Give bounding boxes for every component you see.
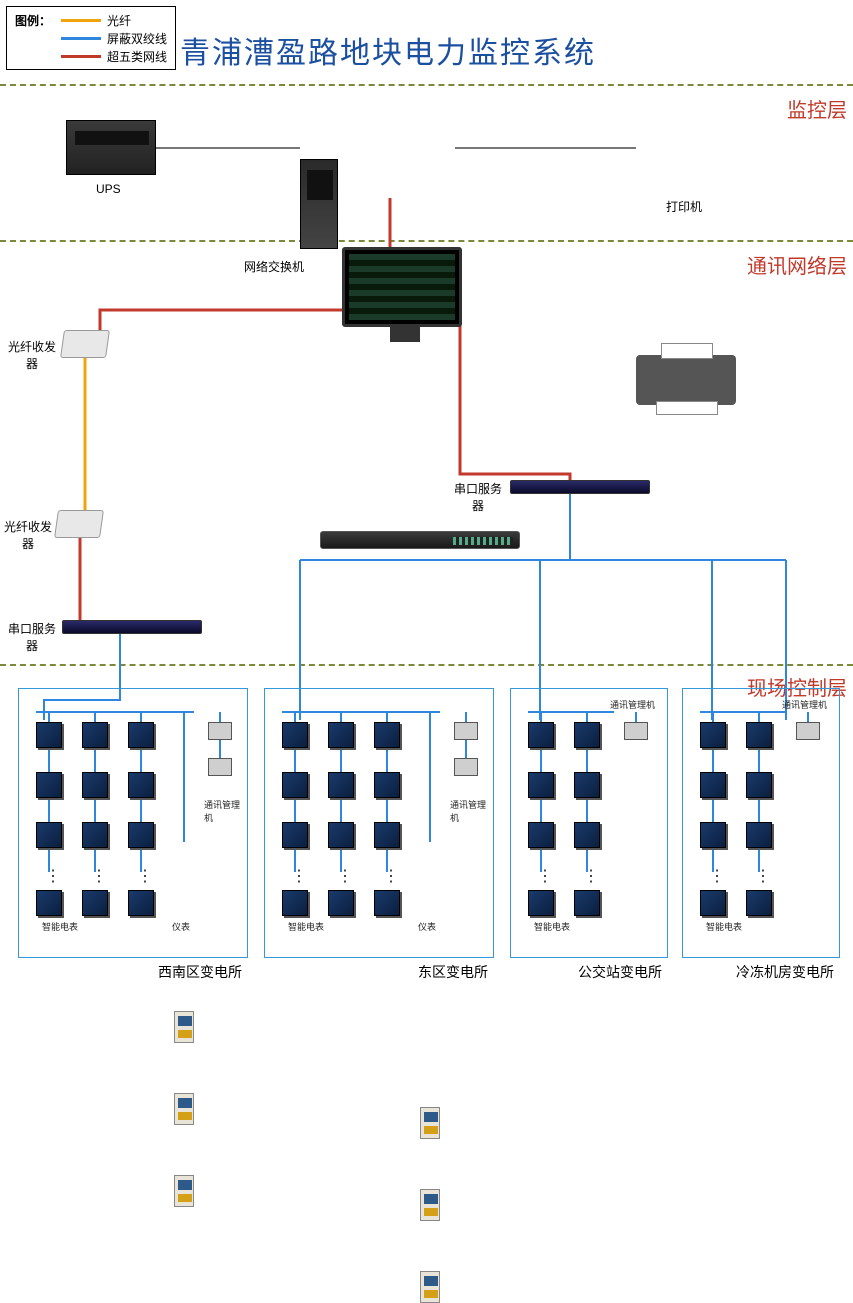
- comm-manager: [624, 722, 648, 740]
- legend-item-2: 超五类网线: [107, 48, 167, 65]
- pc-monitor: [342, 247, 462, 327]
- diagram-title: 青浦漕盈路地块电力监控系统: [180, 28, 596, 72]
- meter: [128, 722, 154, 748]
- meter: [528, 890, 554, 916]
- serial-server-left: [62, 620, 202, 634]
- panel-label: 仪表: [418, 920, 436, 933]
- network-switch: [320, 531, 520, 549]
- meter: [36, 890, 62, 916]
- legend-line-1: [61, 37, 101, 40]
- fiber-converter-2: [54, 510, 104, 538]
- instrument-panel: [174, 1093, 194, 1125]
- legend-box: 图例： 光纤 图例： 屏蔽双绞线 图例： 超五类网线: [6, 6, 176, 70]
- meter-label: 智能电表: [534, 920, 570, 933]
- legend-line-0: [61, 19, 101, 22]
- printer-device: [636, 355, 736, 405]
- meter-label: 智能电表: [288, 920, 324, 933]
- meter: [328, 822, 354, 848]
- serial-server-right: [510, 480, 650, 494]
- instrument-panel: [420, 1271, 440, 1303]
- meter: [36, 822, 62, 848]
- substation-label-0: 西南区变电所: [158, 962, 242, 982]
- meter: [82, 890, 108, 916]
- meter: [746, 772, 772, 798]
- legend-item-1: 屏蔽双绞线: [107, 30, 167, 47]
- meter: [128, 822, 154, 848]
- meter: [282, 890, 308, 916]
- serial-server-left-label: 串口服务器: [4, 620, 60, 654]
- divider-2: [0, 240, 853, 242]
- ctrl-label: 通讯管理机: [610, 698, 655, 711]
- meter: [36, 772, 62, 798]
- printer-label: 打印机: [666, 198, 702, 215]
- meter: [128, 772, 154, 798]
- layer-monitor-label: 监控层: [787, 94, 847, 123]
- comm-manager: [208, 758, 232, 776]
- switch-label: 网络交换机: [244, 258, 304, 275]
- meter: [128, 890, 154, 916]
- instrument-panel: [420, 1189, 440, 1221]
- meter: [82, 772, 108, 798]
- divider-3: [0, 664, 853, 666]
- meter: [374, 722, 400, 748]
- legend-line-2: [61, 55, 101, 58]
- meter: [82, 722, 108, 748]
- comm-manager: [454, 722, 478, 740]
- meter-label: 智能电表: [706, 920, 742, 933]
- legend-header: 图例：: [15, 12, 51, 29]
- meter: [282, 822, 308, 848]
- meter: [36, 722, 62, 748]
- divider-1: [0, 84, 853, 86]
- meter: [528, 772, 554, 798]
- meter: [528, 822, 554, 848]
- meter: [700, 890, 726, 916]
- comm-manager: [796, 722, 820, 740]
- pc-tower: [300, 159, 338, 249]
- comm-manager: [208, 722, 232, 740]
- meter-label: 智能电表: [42, 920, 78, 933]
- meter: [700, 772, 726, 798]
- meter: [574, 890, 600, 916]
- substation-label-2: 公交站变电所: [578, 962, 662, 982]
- serial-server-right-label: 串口服务器: [450, 480, 506, 514]
- substation-label-3: 冷冻机房变电所: [736, 962, 834, 982]
- meter: [746, 722, 772, 748]
- comm-manager: [454, 758, 478, 776]
- ctrl-label: 通讯管理机: [782, 698, 827, 711]
- meter: [82, 822, 108, 848]
- fiber-converter-2-label: 光纤收发器: [0, 518, 56, 552]
- diagram-canvas: { "title": "青浦漕盈路地块电力监控系统", "legend": { …: [0, 0, 853, 1000]
- ctrl-label: 通讯管理机: [204, 798, 244, 824]
- meter: [574, 722, 600, 748]
- meter: [328, 772, 354, 798]
- ups-label: UPS: [96, 182, 121, 196]
- panel-label: 仪表: [172, 920, 190, 933]
- fiber-converter-1: [60, 330, 110, 358]
- instrument-panel: [420, 1107, 440, 1139]
- meter: [746, 890, 772, 916]
- meter: [282, 772, 308, 798]
- instrument-panel: [174, 1011, 194, 1043]
- meter: [700, 822, 726, 848]
- ups-device: [66, 120, 156, 175]
- layer-network-label: 通讯网络层: [747, 250, 847, 279]
- instrument-panel: [174, 1175, 194, 1207]
- substation-label-1: 东区变电所: [418, 962, 488, 982]
- legend-item-0: 光纤: [107, 12, 131, 29]
- meter: [374, 822, 400, 848]
- meter: [700, 722, 726, 748]
- fiber-converter-1-label: 光纤收发器: [4, 338, 60, 372]
- meter: [574, 772, 600, 798]
- meter: [374, 890, 400, 916]
- meter: [328, 722, 354, 748]
- meter: [528, 722, 554, 748]
- meter: [282, 722, 308, 748]
- meter: [574, 822, 600, 848]
- meter: [374, 772, 400, 798]
- meter: [328, 890, 354, 916]
- meter: [746, 822, 772, 848]
- ctrl-label: 通讯管理机: [450, 798, 490, 824]
